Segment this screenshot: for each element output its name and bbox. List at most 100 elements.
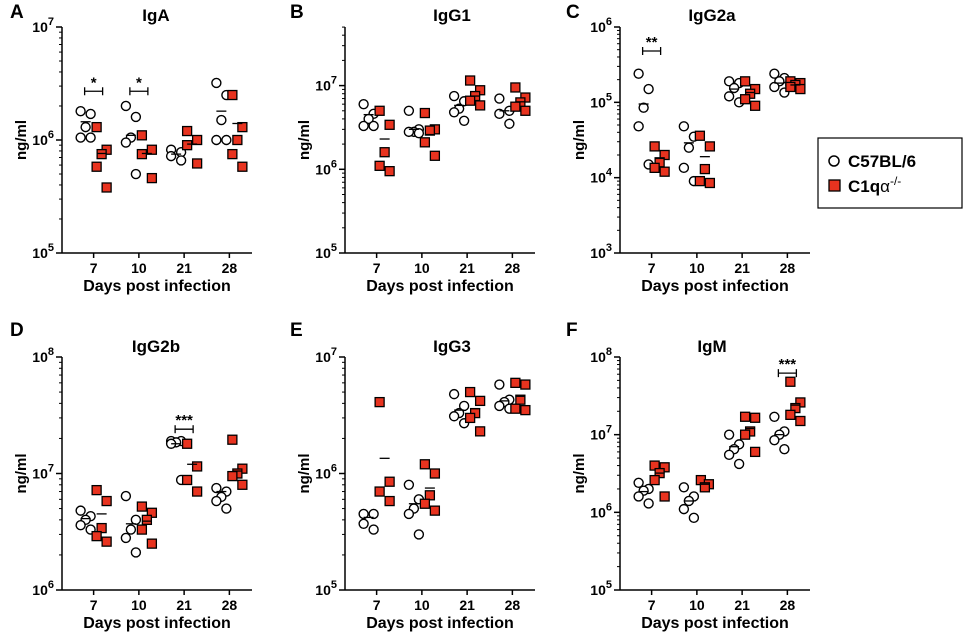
- legend: C57BL/6 C1qα-/-: [817, 137, 963, 209]
- ko-point: [419, 498, 431, 509]
- ko-point: [374, 105, 385, 116]
- wt-point: [633, 68, 644, 79]
- legend-ko-label: C1qα-/-: [848, 174, 901, 196]
- ko-point: [227, 470, 238, 482]
- panel-b: B IgG1 105 106 107 7 10 21 28 Days post infection…: [290, 2, 535, 295]
- panel-title: IgA: [142, 6, 169, 25]
- x-tick-label: 21: [459, 260, 475, 276]
- ko-point: [795, 415, 806, 427]
- ko-point: [694, 130, 706, 141]
- x-tick-label: 7: [648, 260, 656, 276]
- ko-point: [419, 459, 431, 470]
- ko-point: [464, 386, 476, 398]
- y-axis-label: ng/ml: [571, 120, 588, 160]
- wt-point: [638, 102, 649, 113]
- wt-point: [120, 137, 132, 148]
- sig-label: ***: [779, 356, 797, 373]
- panel-c: C IgG2a 103 104 105 106 7 10 21 28 Days post infec…: [566, 2, 810, 295]
- sig-label: *: [91, 74, 97, 91]
- y-tick-label: 107: [32, 463, 54, 482]
- ko-point: [374, 396, 385, 408]
- y-axis-label: ng/ml: [13, 454, 30, 494]
- y-tick-label: 106: [32, 579, 54, 598]
- ko-point: [136, 130, 148, 141]
- ko-point: [474, 100, 486, 111]
- wt-point: [448, 411, 460, 422]
- x-axis-label: Days post infection: [366, 615, 514, 632]
- ko-point: [785, 81, 796, 93]
- y-axis-label: ng/ml: [571, 454, 588, 494]
- wt-point: [75, 519, 86, 531]
- ko-point: [694, 175, 706, 187]
- ko-point: [510, 403, 521, 414]
- panel-letter: A: [10, 2, 24, 23]
- panel-letter: B: [290, 2, 304, 23]
- x-tick-label: 28: [222, 260, 238, 276]
- ko-point: [739, 411, 751, 422]
- wt-point: [678, 162, 690, 174]
- ko-point: [101, 536, 112, 547]
- wt-point: [75, 105, 86, 117]
- wt-point: [368, 524, 379, 535]
- x-tick-label: 21: [176, 597, 192, 613]
- wt-point: [130, 168, 142, 180]
- x-tick-label: 10: [689, 597, 705, 613]
- wt-point: [643, 83, 654, 95]
- ko-point: [384, 476, 395, 487]
- ko-point: [146, 172, 158, 184]
- wt-point: [769, 68, 780, 79]
- ko-point: [191, 461, 203, 472]
- wt-point: [130, 111, 142, 123]
- x-axis-label: Days post infection: [641, 615, 789, 632]
- wt-point: [723, 429, 735, 440]
- wt-point: [448, 388, 460, 400]
- y-axis-label: ng/ml: [296, 120, 313, 160]
- panel-title: IgM: [697, 337, 726, 356]
- wt-point: [494, 93, 505, 104]
- ko-point: [739, 94, 751, 105]
- ko-point: [374, 486, 385, 497]
- wt-point: [130, 547, 142, 558]
- wt-point: [358, 120, 369, 132]
- ko-point: [749, 412, 761, 423]
- y-tick-label: 107: [315, 346, 337, 365]
- wt-point: [368, 508, 379, 520]
- ko-point: [649, 474, 660, 486]
- x-tick-label: 21: [459, 597, 475, 613]
- ko-point: [91, 530, 102, 542]
- wt-point: [368, 120, 379, 132]
- wt-point: [688, 512, 700, 524]
- ko-point: [374, 160, 385, 171]
- wt-point: [216, 114, 227, 126]
- ko-point: [739, 76, 751, 87]
- ko-point: [419, 137, 431, 148]
- ko-point: [520, 379, 531, 390]
- x-tick-label: 28: [505, 260, 521, 276]
- ko-point: [384, 495, 395, 507]
- wt-point: [413, 529, 425, 540]
- ko-point: [699, 482, 711, 493]
- wt-point: [120, 100, 132, 112]
- legend-wt-marker: [828, 155, 840, 167]
- panel-letter: D: [10, 320, 24, 341]
- y-tick-label: 105: [32, 242, 54, 261]
- wt-point: [120, 490, 132, 502]
- wt-point: [85, 132, 96, 143]
- wt-point: [504, 118, 515, 129]
- ko-point: [181, 474, 193, 486]
- wt-point: [633, 491, 644, 502]
- ko-point: [749, 446, 761, 458]
- wt-point: [75, 132, 86, 143]
- y-tick-label: 104: [590, 167, 613, 186]
- ko-point: [232, 134, 243, 146]
- y-tick-label: 107: [315, 75, 337, 94]
- wt-point: [494, 400, 505, 412]
- x-tick-label: 21: [176, 260, 192, 276]
- wt-point: [779, 443, 790, 455]
- ko-point: [464, 412, 476, 424]
- legend-box: [817, 137, 963, 209]
- ko-point: [141, 514, 153, 526]
- wt-point: [358, 518, 369, 530]
- panel-e: E IgG3 105 106 107 7 10 21 28 Days post infection…: [290, 320, 535, 632]
- wt-point: [678, 503, 690, 515]
